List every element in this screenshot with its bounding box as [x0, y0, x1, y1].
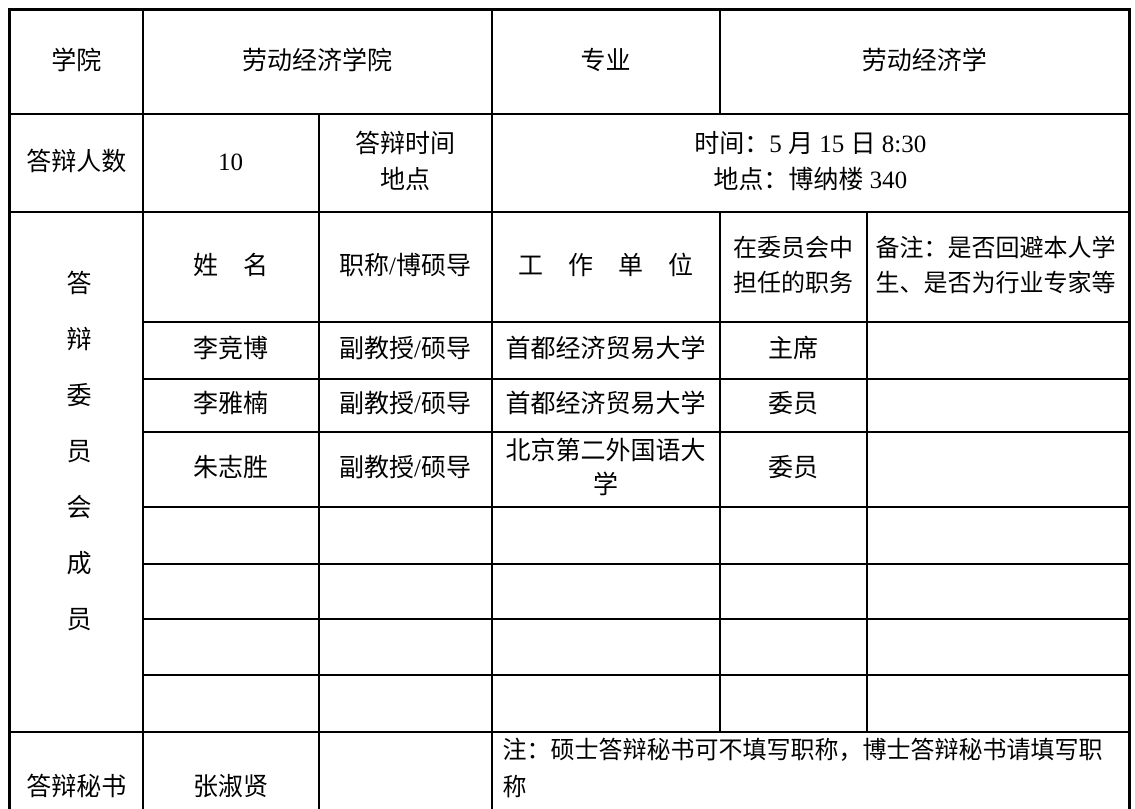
- member-row: 李竞博 副教授/硕导 首都经济贸易大学 主席: [10, 320, 1131, 380]
- member-employer: [490, 673, 721, 733]
- member-name: 李竞博: [141, 320, 320, 380]
- secretary-blank-cell: [317, 730, 493, 809]
- member-title: [317, 562, 493, 620]
- member-employer: 北京第二外国语大 学: [490, 430, 721, 508]
- member-employer: [490, 505, 721, 565]
- member-row: [10, 673, 1131, 733]
- member-role: [718, 562, 868, 620]
- member-title: [317, 617, 493, 676]
- member-remark: [865, 320, 1131, 380]
- member-employer: 首都经济贸易大学: [490, 377, 721, 433]
- college-value: 劳动经济学院: [141, 8, 493, 115]
- member-name: 朱志胜: [141, 430, 320, 508]
- committee-side-label: 答辩委员会成员: [8, 210, 144, 733]
- member-remark: [865, 617, 1131, 676]
- defense-count-label: 答辩人数: [8, 112, 144, 213]
- header-employer: 工 作 单 位: [490, 210, 721, 323]
- member-name: 李雅楠: [141, 377, 320, 433]
- member-role: 委员: [718, 377, 868, 433]
- header-title: 职称/博硕导: [317, 210, 493, 323]
- member-remark: [865, 673, 1131, 733]
- schedule-label: 答辩时间 地点: [317, 112, 493, 213]
- member-role: [718, 617, 868, 676]
- member-remark: [865, 562, 1131, 620]
- member-row: 李雅楠 副教授/硕导 首都经济贸易大学 委员: [10, 377, 1131, 433]
- schedule-value: 时间：5 月 15 日 8:30 地点：博纳楼 340: [490, 112, 1131, 213]
- secretary-note: 注：硕士答辩秘书可不填写职称，博士答辩秘书请填写职称 或是否具有博士学位: [490, 730, 1131, 809]
- member-remark: [865, 377, 1131, 433]
- member-row: [10, 617, 1131, 676]
- member-row: [10, 505, 1131, 565]
- defense-committee-table: 学院 劳动经济学院 专业 劳动经济学 答辩人数 10 答辩时间 地点 时间：5 …: [8, 8, 1132, 809]
- member-name: [141, 562, 320, 620]
- member-title: [317, 505, 493, 565]
- member-remark: [865, 430, 1131, 508]
- header-remark: 备注：是否回避本人学生、是否为行业专家等: [865, 210, 1131, 323]
- member-employer: 首都经济贸易大学: [490, 320, 721, 380]
- member-title: 副教授/硕导: [317, 377, 493, 433]
- major-value: 劳动经济学: [718, 8, 1131, 115]
- member-role: 委员: [718, 430, 868, 508]
- committee-side-label-text: 答辩委员会成员: [63, 270, 90, 662]
- member-row: 朱志胜 副教授/硕导 北京第二外国语大 学 委员: [10, 430, 1131, 508]
- header-name: 姓 名: [141, 210, 320, 323]
- header-role: 在委员会中 担任的职务: [718, 210, 868, 323]
- member-remark: [865, 505, 1131, 565]
- member-name: [141, 617, 320, 676]
- college-label: 学院: [8, 8, 144, 115]
- member-title: [317, 673, 493, 733]
- defense-count-value: 10: [141, 112, 320, 213]
- secretary-label: 答辩秘书: [8, 730, 144, 809]
- member-role: [718, 505, 868, 565]
- secretary-name: 张淑贤: [141, 730, 320, 809]
- member-employer: [490, 562, 721, 620]
- member-title: 副教授/硕导: [317, 320, 493, 380]
- member-role: 主席: [718, 320, 868, 380]
- member-role: [718, 673, 868, 733]
- member-name: [141, 673, 320, 733]
- member-employer: [490, 617, 721, 676]
- major-label: 专业: [490, 8, 721, 115]
- member-title: 副教授/硕导: [317, 430, 493, 508]
- member-name: [141, 505, 320, 565]
- member-row: [10, 562, 1131, 620]
